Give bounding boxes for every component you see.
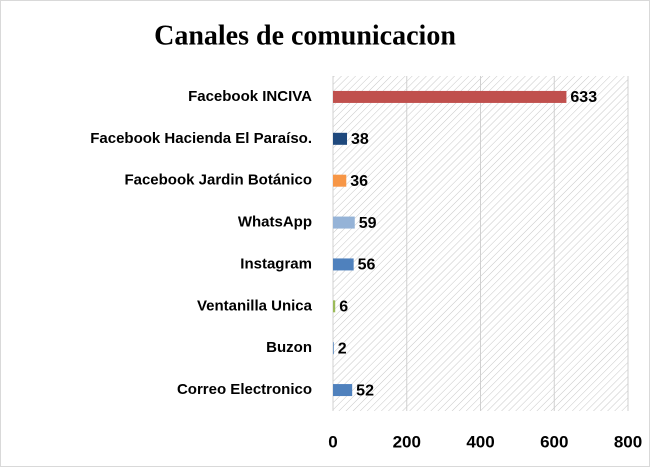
y-tick-label: Instagram (240, 255, 312, 272)
data-label: 2 (338, 340, 347, 357)
y-tick-label: Ventanilla Unica (197, 297, 313, 314)
bar (333, 300, 336, 313)
bar (333, 132, 348, 145)
y-tick-label: Facebook INCIVA (188, 88, 312, 105)
data-label: 38 (351, 131, 369, 148)
y-tick-label: Facebook Jardin Botánico (124, 172, 312, 189)
x-tick-label: 600 (540, 432, 568, 451)
y-tick-label: Buzon (266, 339, 312, 356)
bar (333, 216, 355, 229)
data-label: 59 (359, 215, 377, 232)
data-label: 6 (339, 299, 348, 316)
y-tick-label: Correo Electronico (177, 381, 312, 398)
data-label: 56 (358, 257, 376, 274)
y-tick-label: Facebook Hacienda El Paraíso. (90, 130, 312, 147)
x-tick-label: 400 (466, 432, 494, 451)
chart-title: Canales de comunicacion (154, 20, 456, 51)
data-label: 52 (356, 382, 374, 399)
bar (333, 384, 353, 397)
x-tick-label: 200 (393, 432, 421, 451)
y-tick-label: WhatsApp (238, 214, 312, 231)
bar (333, 258, 354, 271)
bar (333, 174, 347, 187)
bar (333, 90, 567, 103)
data-label: 36 (350, 173, 368, 190)
x-tick-label: 0 (328, 432, 337, 451)
x-tick-label: 800 (614, 432, 642, 451)
bar (333, 342, 334, 355)
data-label: 633 (570, 89, 597, 106)
